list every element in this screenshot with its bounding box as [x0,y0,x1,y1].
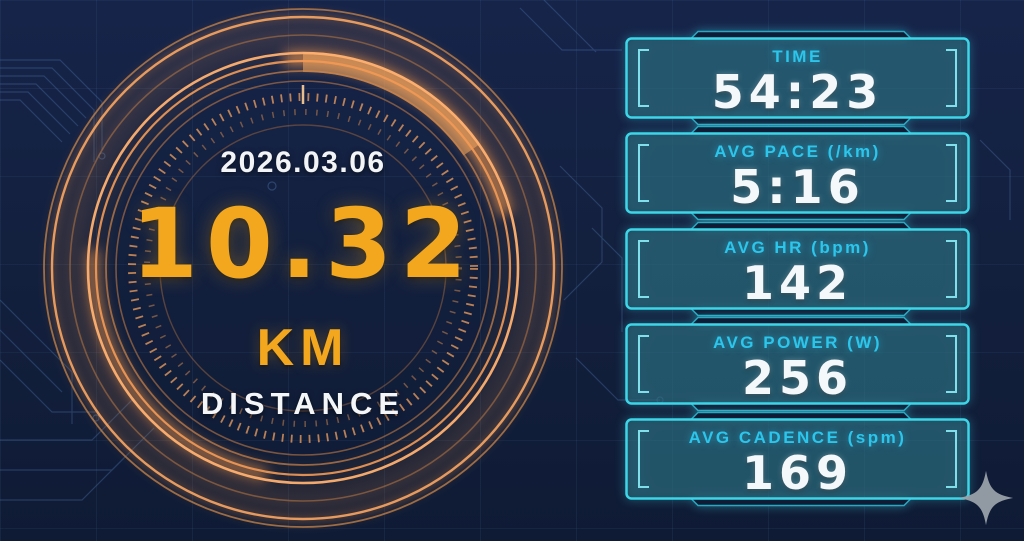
stat-label: AVG HR (bpm) [724,237,871,257]
stat-panel-avg-hr: AVG HR (bpm) 142 [625,221,970,316]
stat-value: 142 [741,255,854,310]
stat-panel-content: TIME 54:23 [625,38,970,118]
stat-panel-frame [625,316,970,412]
stat-value: 54:23 [711,65,884,119]
stat-label: AVG PACE (/km) [714,142,881,162]
stat-panel-time: TIME 54:23 [625,30,970,126]
stat-panel-content: AVG POWER (W) 256 [625,324,970,404]
distance-value: 10.32 [131,188,475,300]
stat-value: 5:16 [730,160,865,215]
stat-value: 169 [741,446,854,501]
stat-label: AVG CADENCE (spm) [688,428,907,448]
stat-label: AVG POWER (W) [712,332,883,352]
distance-unit: KM [256,319,350,377]
stat-panel-frame [625,221,970,316]
stats-column: TIME 54:23 AVG PACE (/km) 5:16 AVG HR (b… [625,30,970,514]
distance-label: DISTANCE [200,386,406,421]
stat-panel-content: AVG HR (bpm) 142 [625,229,970,309]
stat-panel-content: AVG PACE (/km) 5:16 [625,133,970,213]
stat-panel-avg-power: AVG POWER (W) 256 [625,316,970,412]
stat-panel-avg-cadence: AVG CADENCE (spm) 169 [625,411,970,507]
sparkle-icon [958,470,1014,526]
stat-panel-avg-pace: AVG PACE (/km) 5:16 [625,126,970,221]
stat-panel-frame [625,30,970,126]
stat-value: 256 [741,350,854,405]
stat-panel-frame [625,411,970,507]
activity-date: 2026.03.06 [220,146,386,179]
stat-panel-content: AVG CADENCE (spm) 169 [625,419,970,499]
stat-panel-frame [625,126,970,221]
stat-label: TIME [772,47,823,66]
distance-gauge: 2026.03.06 10.32 KM DISTANCE [131,146,475,421]
